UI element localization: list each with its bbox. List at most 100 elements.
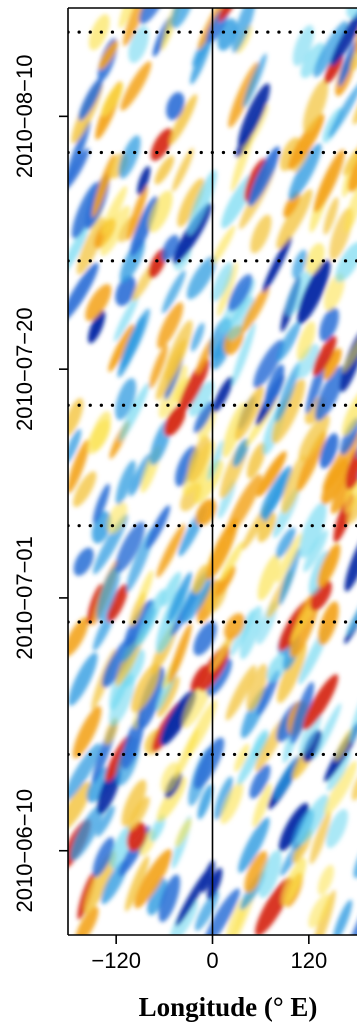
anomaly-blob-98 [137,666,165,730]
anomaly-blob-376 [123,8,151,47]
y-tick-label: 2010−06−10 [12,789,37,913]
anomaly-blob-332 [348,144,357,192]
anomaly-blob-363 [338,39,357,87]
anomaly-blob-117 [277,642,307,704]
anomaly-blob-187 [226,473,262,536]
anomaly-blob-101 [225,665,256,721]
anomaly-blob-107 [131,663,161,713]
y-axis-ticks: 2010−06−10 2010−07−01 2010−07−20 2010−08−10 [12,55,68,913]
anomaly-blob-239 [188,380,215,417]
anomaly-blob-252 [323,348,342,380]
anomaly-blob-11 [308,893,331,929]
anomaly-blob-169 [115,521,145,573]
anomaly-blob-184 [92,483,110,524]
anomaly-blob-365 [128,25,150,63]
anomaly-blob-175 [146,505,171,550]
anomaly-blob-256 [164,320,193,381]
anomaly-blob-57 [97,765,121,815]
anomaly-blob-278 [115,275,136,307]
anomaly-blob-260 [312,335,337,377]
anomaly-blob-64 [160,762,181,794]
anomaly-blob-204 [256,451,287,497]
anomaly-blob-41 [175,818,192,848]
anomaly-blob-178 [257,512,277,543]
anomaly-blob-151 [167,572,192,623]
anomaly-blob-374 [330,8,357,67]
anomaly-blob-235 [341,388,357,437]
anomaly-blob-44 [309,811,331,865]
anomaly-blob-351 [328,81,357,139]
anomaly-blob-309 [126,185,148,241]
anomaly-blob-209 [246,442,266,479]
anomaly-blob-286 [186,256,217,300]
anomaly-blob-364 [98,40,119,70]
anomaly-blob-352 [78,77,103,121]
anomaly-blob-50 [121,779,147,827]
anomaly-blob-54 [220,781,244,824]
anomaly-blob-79 [252,729,269,759]
anomaly-blob-172 [275,527,296,559]
anomaly-blob-26 [280,857,307,906]
anomaly-blob-312 [323,197,339,235]
anomaly-blob-310 [148,190,173,233]
anomaly-blob-5 [311,889,336,935]
anomaly-blob-384 [218,8,240,22]
anomaly-blob-51 [156,776,187,822]
x-axis-label: Longitude (° E) [139,992,318,1022]
anomaly-blob-95 [290,681,315,744]
anomaly-blob-61 [324,760,357,816]
anomaly-blob-165 [275,532,303,583]
anomaly-blob-357 [242,53,267,108]
anomaly-blob-77 [121,716,144,770]
anomaly-blob-330 [288,143,322,201]
anomaly-blob-385 [346,8,357,19]
anomaly-blob-27 [317,864,335,896]
anomaly-blob-291 [262,236,292,293]
anomaly-blob-82 [302,729,322,763]
anomaly-blob-52 [197,784,214,820]
anomaly-blob-266 [276,321,301,362]
anomaly-blob-96 [349,688,357,743]
anomaly-blob-55 [252,783,272,828]
anomaly-blob-232 [235,385,264,441]
anomaly-blob-113 [122,649,145,688]
anomaly-blob-250 [253,339,285,389]
anomaly-blob-223 [197,404,216,441]
anomaly-blob-24 [244,850,268,893]
anomaly-blob-237 [158,364,188,419]
anomaly-blob-191 [115,460,136,505]
anomaly-blob-240 [212,376,233,413]
anomaly-blob-25 [258,850,282,899]
anomaly-blob-284 [323,273,345,312]
anomaly-blob-35 [238,817,270,873]
anomaly-blob-83 [334,727,354,762]
anomaly-blob-297 [161,234,179,262]
anomaly-blob-246 [264,364,285,409]
anomaly-blob-327 [154,155,175,185]
anomaly-blob-277 [68,262,99,323]
anomaly-blob-157 [214,565,236,597]
anomaly-blob-221 [90,411,112,451]
anomaly-blob-45 [325,809,349,849]
anomaly-blob-229 [118,382,150,442]
anomaly-blob-224 [222,402,247,458]
anomaly-blob-111 [246,663,268,712]
anomaly-blob-315 [187,169,217,236]
anomaly-blob-38 [70,804,104,861]
anomaly-blob-311 [276,189,313,249]
anomaly-blob-173 [303,529,328,573]
anomaly-blob-298 [211,225,236,265]
anomaly-blob-282 [285,270,312,317]
anomaly-blob-90 [313,703,342,759]
anomaly-blob-152 [181,568,214,624]
anomaly-blob-194 [281,455,306,514]
anomaly-blob-53 [214,776,233,820]
anomaly-blob-193 [260,465,293,519]
anomaly-blob-348 [166,92,185,121]
anomaly-blob-308 [100,185,128,236]
anomaly-blob-132 [136,588,166,647]
anomaly-blob-198 [68,439,90,494]
anomaly-blob-120 [168,623,192,684]
anomaly-blob-73 [234,743,250,772]
